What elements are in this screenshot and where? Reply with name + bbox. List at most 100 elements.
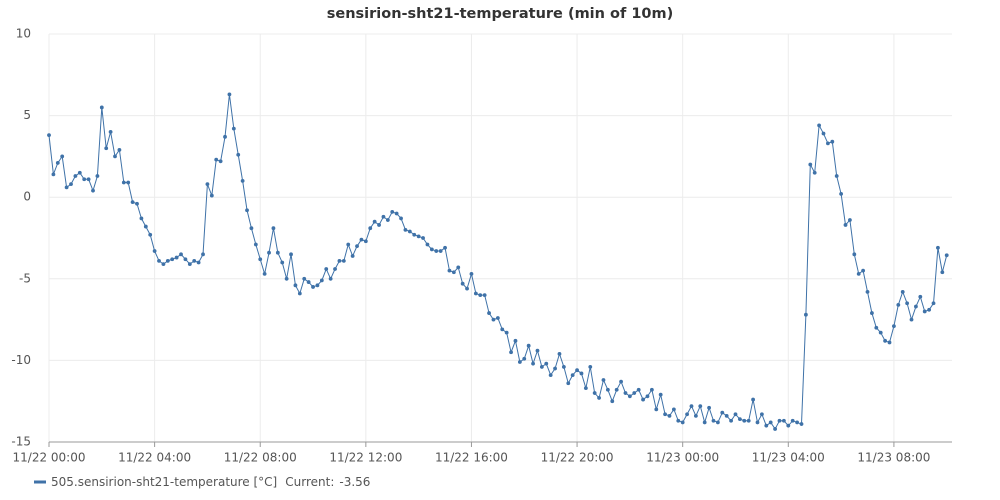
data-point (773, 427, 777, 431)
data-point (333, 267, 337, 271)
data-point (443, 245, 447, 250)
data-point (526, 343, 531, 348)
data-point (456, 265, 461, 270)
data-point (385, 218, 390, 222)
data-point (95, 174, 100, 178)
data-point (139, 216, 144, 221)
data-point (253, 242, 258, 247)
data-point (742, 418, 747, 423)
data-point (870, 311, 874, 315)
data-point (583, 386, 588, 391)
data-point (482, 293, 487, 298)
x-tick-label: 11/22 04:00 (118, 451, 191, 465)
data-point (69, 182, 73, 187)
data-point (944, 253, 949, 258)
data-point (209, 193, 214, 198)
data-point (812, 170, 817, 175)
data-point (597, 396, 601, 400)
data-point (834, 174, 839, 178)
data-point (157, 258, 161, 263)
legend-current-label: Current: (285, 475, 334, 489)
data-point (249, 226, 254, 231)
legend-entry: 505.sensirion-sht21-temperature [°C] Curr… (51, 475, 370, 489)
y-tick-label: 0 (23, 190, 31, 204)
data-point (504, 330, 509, 335)
data-point (262, 272, 267, 276)
data-point (297, 291, 302, 296)
data-point (777, 418, 782, 423)
data-point (47, 133, 51, 138)
data-point (720, 410, 725, 415)
data-point (403, 227, 408, 232)
data-point (377, 223, 381, 227)
data-point (152, 249, 157, 253)
data-point (790, 418, 795, 423)
data-point (892, 324, 896, 329)
data-point (416, 234, 421, 239)
data-point (592, 391, 597, 395)
data-point (315, 283, 320, 288)
data-point (434, 249, 439, 253)
x-tick-label: 11/22 00:00 (13, 451, 86, 465)
data-point (768, 420, 773, 425)
data-point (82, 177, 87, 182)
data-point (636, 387, 641, 392)
data-point (381, 214, 386, 219)
data-point (887, 340, 892, 345)
data-point (619, 379, 623, 384)
data-point (201, 252, 205, 257)
data-point (328, 276, 333, 281)
data-point (905, 301, 910, 306)
data-point (192, 258, 197, 263)
data-point (724, 413, 729, 418)
data-point (689, 404, 694, 408)
data-point (319, 278, 324, 283)
data-point (918, 294, 923, 299)
data-point (737, 417, 742, 422)
data-point (733, 412, 738, 417)
data-point (236, 152, 241, 157)
data-point (390, 209, 395, 214)
data-point (337, 258, 342, 263)
data-point (359, 237, 364, 242)
data-point (671, 407, 676, 412)
data-point (478, 293, 483, 298)
data-point (223, 134, 227, 139)
data-point (179, 252, 183, 257)
data-point (346, 242, 351, 247)
data-point (271, 226, 276, 231)
data-point (117, 147, 122, 152)
data-point (64, 185, 69, 190)
data-point (544, 361, 549, 366)
data-point (826, 141, 830, 146)
data-point (51, 172, 56, 177)
data-point (588, 365, 593, 369)
data-point (658, 392, 663, 397)
data-point (368, 226, 373, 231)
data-point (931, 301, 936, 306)
data-point (940, 270, 945, 275)
y-tick-label: -5 (19, 271, 31, 285)
data-point (570, 373, 575, 377)
data-point (786, 423, 791, 428)
data-point (91, 188, 95, 193)
x-tick-label: 11/22 12:00 (329, 451, 402, 465)
data-point (135, 201, 139, 206)
data-point (231, 126, 236, 131)
data-point (513, 338, 518, 343)
data-point (267, 250, 271, 255)
data-point (311, 285, 315, 289)
data-point (421, 236, 425, 240)
data-point (425, 242, 430, 247)
data-point (729, 418, 733, 423)
data-point (575, 368, 579, 373)
y-tick-label: -15 (11, 435, 31, 449)
data-point (161, 262, 166, 267)
data-point (900, 289, 905, 294)
data-point (355, 244, 359, 249)
data-point (399, 216, 403, 221)
data-point (187, 262, 192, 267)
data-point (667, 413, 672, 418)
data-point (685, 412, 689, 417)
x-tick-label: 11/22 20:00 (541, 451, 614, 465)
